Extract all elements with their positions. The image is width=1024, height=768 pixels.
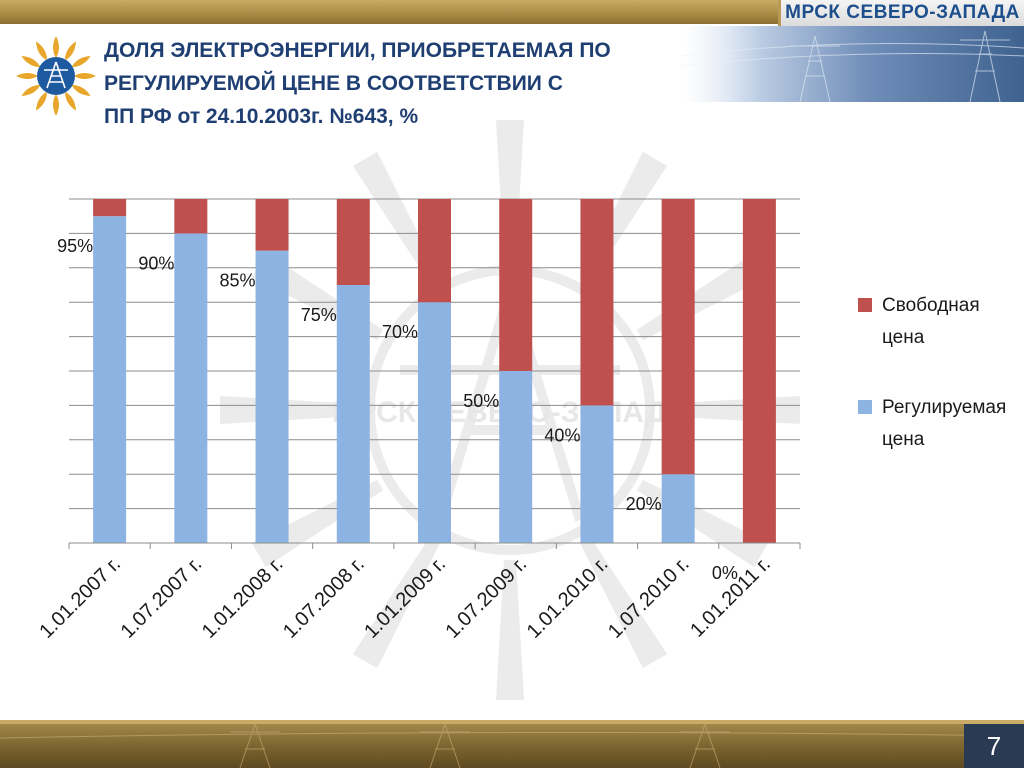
data-label: 0% (712, 563, 738, 583)
company-logo-icon (16, 36, 96, 116)
page-title: ДОЛЯ ЭЛЕКТРОЭНЕРГИИ, ПРИОБРЕТАЕМАЯ ПО РЕ… (104, 34, 744, 133)
chart-x-tick-labels: 1.01.2007 г.1.07.2007 г.1.01.2008 г.1.07… (35, 553, 775, 643)
title-line: РЕГУЛИРУЕМОЙ ЦЕНЕ В СООТВЕТСТВИИ С (104, 72, 563, 95)
legend-item-free: Свободная цена (858, 290, 1018, 354)
title-line: ПП РФ от 24.10.2003г. №643, % (104, 105, 419, 128)
x-tick-label: 1.07.2007 г. (117, 553, 207, 643)
legend-label: Регулируемая цена (882, 397, 1007, 450)
chart-data-labels: 95% 90% 85% 75% 70% 50% 40% 20% 0% (57, 236, 738, 583)
bar-free (336, 199, 370, 285)
bar-free (742, 199, 776, 543)
bar-regulated (336, 285, 370, 543)
footer-tower-graphic (0, 724, 1024, 768)
data-label: 70% (382, 322, 418, 342)
bar-regulated (661, 474, 695, 543)
footer-band (0, 724, 1024, 768)
bar-free (174, 199, 208, 234)
chart-legend: Свободная цена Регулируемая цена (858, 290, 1018, 494)
data-label: 50% (463, 391, 499, 411)
data-label: 90% (138, 253, 174, 273)
chart-axis (68, 542, 801, 549)
legend-swatch-regulated (858, 400, 872, 414)
bar-regulated (580, 405, 614, 543)
x-tick-label: 1.01.2008 г. (198, 553, 288, 643)
chart-bars (93, 199, 776, 543)
page-number: 7 (964, 724, 1024, 768)
bar-free (499, 199, 533, 371)
x-tick-label: 1.07.2010 г. (604, 553, 694, 643)
data-label: 85% (220, 271, 256, 291)
data-label: 95% (57, 236, 93, 256)
legend-swatch-free (858, 298, 872, 312)
bar-free (418, 199, 451, 303)
bar-free (661, 199, 695, 475)
brand-name: МРСК СЕВЕРО-ЗАПАДА (778, 0, 1024, 26)
x-tick-label: 1.01.2010 г. (523, 553, 613, 643)
bar-free (93, 199, 127, 217)
footer-line (0, 720, 1024, 724)
x-tick-label: 1.01.2007 г. (35, 553, 125, 643)
title-area (0, 26, 760, 102)
bar-regulated (93, 216, 127, 543)
bar-regulated (418, 302, 451, 543)
bar-free (580, 199, 614, 406)
bar-regulated (174, 233, 208, 543)
bar-regulated (255, 250, 289, 543)
bar-free (255, 199, 289, 251)
data-label: 20% (626, 494, 662, 514)
data-label: 40% (544, 425, 580, 445)
legend-label: Свободная цена (882, 295, 980, 348)
data-label: 75% (301, 305, 337, 325)
x-tick-label: 1.01.2009 г. (360, 553, 450, 643)
bar-regulated (499, 371, 533, 543)
x-tick-label: 1.07.2008 г. (279, 553, 369, 643)
title-line: ДОЛЯ ЭЛЕКТРОЭНЕРГИИ, ПРИОБРЕТАЕМАЯ ПО (104, 39, 611, 62)
x-tick-label: 1.07.2009 г. (441, 553, 531, 643)
legend-item-regulated: Регулируемая цена (858, 392, 1018, 456)
